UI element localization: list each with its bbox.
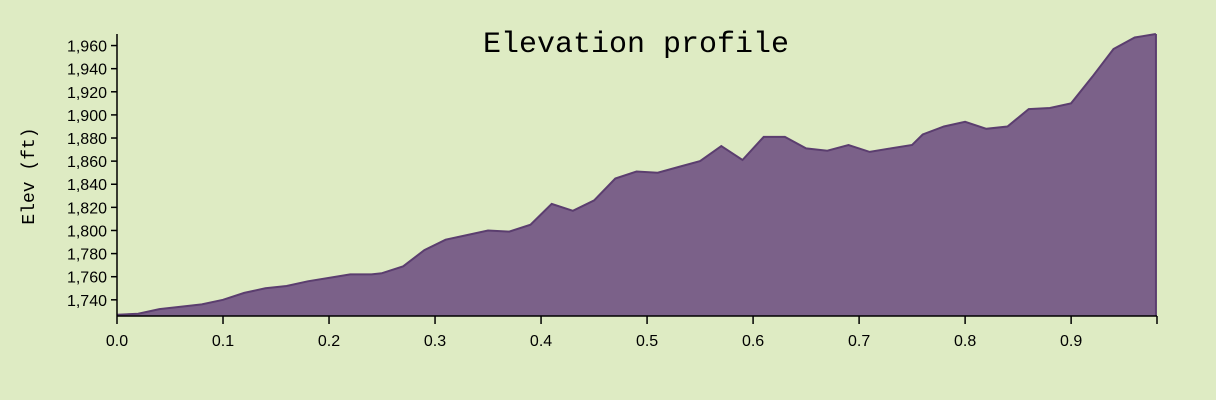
y-tick-label: 1,800 [67, 223, 107, 240]
y-axis-title: Elev (ft) [20, 127, 40, 224]
x-tick-label: 0.1 [212, 333, 234, 350]
x-tick-label: 0.7 [848, 333, 870, 350]
y-tick-label: 1,780 [67, 247, 107, 264]
x-tick-label: 0.5 [636, 333, 658, 350]
y-tick-label: 1,740 [67, 293, 107, 310]
x-tick-label: 0.2 [318, 333, 340, 350]
x-tick-label: 0.8 [954, 333, 976, 350]
x-tick-label: 0.0 [106, 333, 128, 350]
y-tick-label: 1,940 [67, 62, 107, 79]
y-tick-label: 1,920 [67, 85, 107, 102]
y-tick-label: 1,860 [67, 154, 107, 171]
y-axis: 1,740 1,760 1,780 1,800 1,820 1,840 1,860 1,880… [67, 34, 118, 316]
x-tick-label: 0.3 [424, 333, 446, 350]
y-tick-label: 1,960 [67, 39, 107, 56]
x-tick-label: 0.6 [742, 333, 764, 350]
x-tick-label: 0.9 [1060, 333, 1082, 350]
y-tick-label: 1,880 [67, 131, 107, 148]
y-tick-label: 1,760 [67, 270, 107, 287]
chart-title: Elevation profile [483, 28, 789, 62]
y-tick-label: 1,840 [67, 177, 107, 194]
x-tick-label: 0.4 [530, 333, 552, 350]
x-axis: 0.0 0.1 0.2 0.3 0.4 0.5 0.6 0.7 0.8 0.9 [106, 315, 1158, 350]
y-tick-label: 1,820 [67, 200, 107, 217]
area-fill [117, 34, 1156, 316]
y-tick-label: 1,900 [67, 108, 107, 125]
area-line [116, 33, 1157, 316]
area-series [116, 33, 1157, 316]
